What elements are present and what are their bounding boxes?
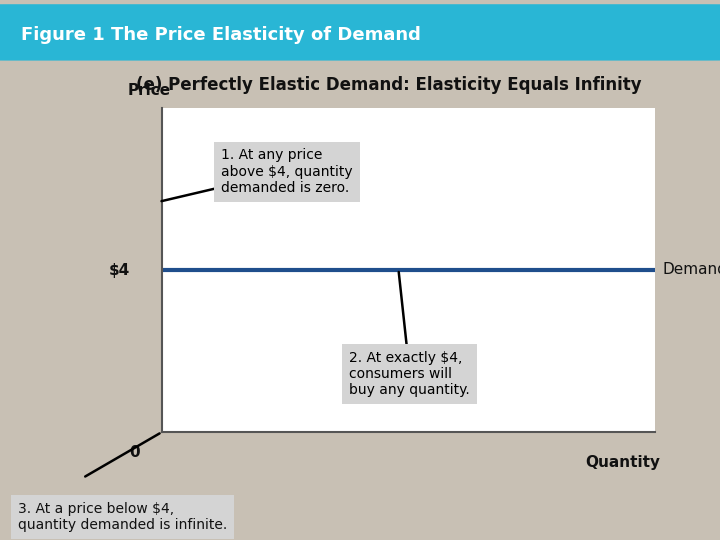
Text: 2. At exactly $4,
consumers will
buy any quantity.: 2. At exactly $4, consumers will buy any… (349, 272, 470, 397)
Text: Price: Price (127, 83, 171, 98)
Text: Quantity: Quantity (585, 455, 660, 470)
Text: $4: $4 (109, 262, 130, 278)
Text: 3. At a price below $4,
quantity demanded is infinite.: 3. At a price below $4, quantity demande… (18, 502, 228, 532)
Text: 1. At any price
above $4, quantity
demanded is zero.: 1. At any price above $4, quantity deman… (161, 148, 353, 201)
Text: Demand: Demand (662, 262, 720, 278)
FancyBboxPatch shape (0, 4, 720, 60)
Text: Figure 1 The Price Elasticity of Demand: Figure 1 The Price Elasticity of Demand (21, 26, 421, 44)
Text: 0: 0 (129, 445, 140, 460)
Text: (e) Perfectly Elastic Demand: Elasticity Equals Infinity: (e) Perfectly Elastic Demand: Elasticity… (136, 77, 642, 94)
